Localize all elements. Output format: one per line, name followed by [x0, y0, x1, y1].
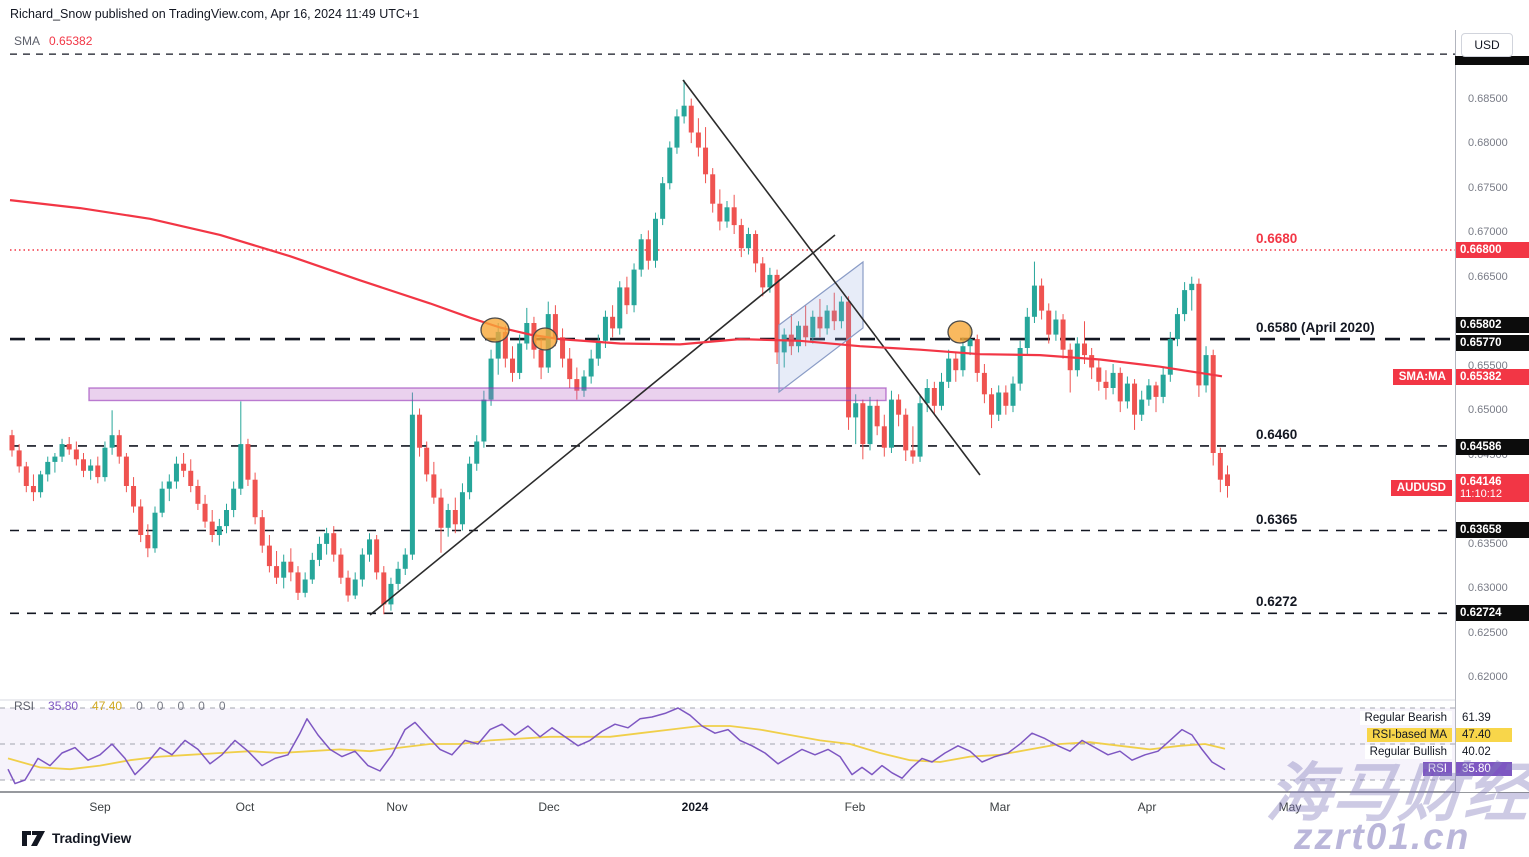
rsi-row-label: RSI-based MA [1367, 728, 1452, 742]
price-tick: 0.63000 [1468, 582, 1508, 595]
pane-separators [0, 699, 1529, 793]
rsi-legend-value: 35.80 [48, 699, 79, 713]
price-tick: 0.62500 [1468, 626, 1508, 639]
level-label: 0.6460 [1256, 426, 1298, 442]
time-axis-label[interactable]: Mar [989, 800, 1011, 814]
rsi-name: RSI [14, 699, 35, 713]
price-tick: 0.68000 [1468, 137, 1508, 150]
price-badge: 0.66800 [1456, 242, 1529, 258]
clipped-price-badge [1455, 56, 1529, 65]
rsi-row-label: Regular Bullish [1364, 745, 1452, 759]
price-badge: 0.62724 [1456, 605, 1529, 621]
time-axis-label[interactable]: Sep [89, 800, 111, 814]
symbol-tag: AUDUSD [1390, 480, 1452, 496]
rsi-legend-value: 0 [156, 699, 164, 713]
price-tick: 0.68500 [1468, 92, 1508, 105]
rsi-row-value: 47.40 [1456, 728, 1512, 742]
price-tick: 0.63500 [1468, 537, 1508, 550]
time-axis-label[interactable]: Oct [235, 800, 255, 814]
time-axis-label[interactable]: Nov [386, 800, 408, 814]
price-tick: 0.66500 [1468, 270, 1508, 283]
footer-branding[interactable]: TradingView [22, 831, 131, 846]
sma-line [9, 199, 1223, 378]
time-axis-label[interactable]: Dec [538, 800, 560, 814]
trendlines [369, 79, 981, 616]
rsi-legend-value: 0 [177, 699, 185, 713]
rsi-pane-background [0, 707, 1455, 781]
level-label: 0.6365 [1256, 511, 1298, 527]
rsi-legend-value: 47.40 [92, 699, 123, 713]
tradingview-logo-icon [22, 831, 45, 846]
price-badge: 0.65770 [1456, 335, 1529, 351]
tradingview-brand-text: TradingView [52, 831, 132, 846]
sma-indicator-legend[interactable]: SMA 0.65382 [14, 34, 92, 48]
price-badge: 0.63658 [1456, 522, 1529, 538]
watermark-url-text: zzrt01.cn [1294, 816, 1471, 857]
level-label: 0.6680 [1256, 231, 1298, 246]
time-axis-label[interactable]: Apr [1137, 800, 1157, 814]
price-tick: 0.65000 [1468, 404, 1508, 417]
rsi-row-label: RSI [1422, 762, 1452, 776]
level-label: 0.6580 (April 2020) [1256, 320, 1375, 336]
rsi-legend-value: 0 [218, 699, 226, 713]
rsi-row-value: 35.80 [1456, 762, 1512, 776]
circle-annotations [480, 317, 973, 351]
price-tick: 0.62000 [1468, 671, 1508, 684]
price-tick: 0.67500 [1468, 181, 1508, 194]
sma-tag: SMA:MA [1392, 369, 1452, 385]
time-axis-label[interactable]: 2024 [681, 800, 709, 814]
rsi-line [7, 707, 1226, 785]
time-axis-label[interactable]: May [1278, 800, 1302, 814]
price-levels [10, 53, 1455, 615]
price-badge: 0.65382 [1456, 369, 1529, 385]
sma-label: SMA [14, 34, 41, 48]
rsi-indicator-legend[interactable]: RSI 35.80 47.40 0 0 0 0 0 [14, 699, 254, 713]
rsi-row-value: 40.02 [1462, 746, 1491, 758]
rsi-legend-value: 0 [136, 699, 143, 713]
price-badge: 0.64586 [1456, 439, 1529, 455]
candles-layer [9, 79, 1230, 615]
rsi-ma-line [7, 725, 1226, 771]
price-badge: 0.64146 11:10:12 [1456, 474, 1529, 502]
rsi-row-value: 61.39 [1462, 712, 1491, 724]
attribution-text: Richard_Snow published on TradingView.co… [10, 7, 420, 21]
supply-zone [88, 387, 887, 402]
time-axis-label[interactable]: Feb [844, 800, 866, 814]
rsi-row-label: Regular Bearish [1359, 711, 1452, 725]
price-tick: 0.65500 [1468, 359, 1508, 372]
price-tick: 0.67000 [1468, 226, 1508, 239]
sma-value: 0.65382 [49, 34, 93, 48]
currency-toggle-button[interactable]: USD [1461, 33, 1513, 57]
rsi-legend-value: 0 [198, 699, 205, 713]
price-badge: 0.65802 [1456, 317, 1529, 333]
level-label: 0.6272 [1256, 594, 1298, 610]
price-scale[interactable] [1455, 30, 1529, 792]
